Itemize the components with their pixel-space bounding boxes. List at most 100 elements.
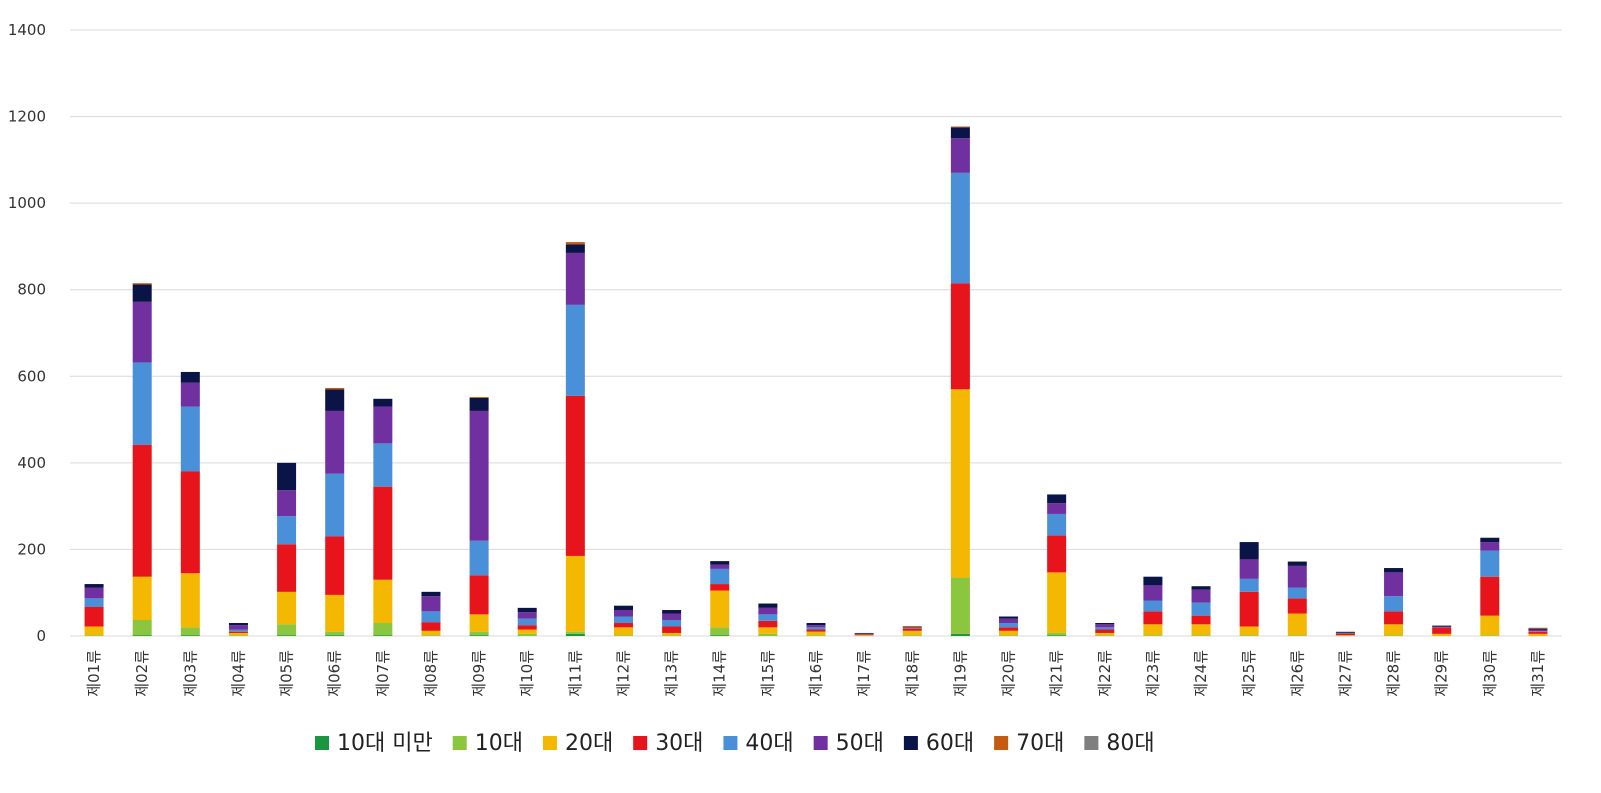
- bar-stack: [1095, 623, 1115, 636]
- legend-label: 60대: [926, 731, 974, 756]
- x-category-label: 제12류: [614, 650, 632, 697]
- bar-segment: [806, 629, 826, 632]
- bar-segment: [421, 591, 441, 597]
- bar-segment: [999, 618, 1019, 624]
- bar-segment: [180, 382, 200, 407]
- bar-stack: [421, 591, 441, 636]
- bar-segment: [1480, 635, 1500, 636]
- bar-segment: [1528, 629, 1548, 632]
- bar-segment: [180, 573, 200, 628]
- bar-segment: [565, 252, 585, 305]
- bar-stack: [854, 632, 874, 636]
- x-category-label: 제03류: [181, 650, 199, 697]
- y-tick-label: 1000: [8, 194, 46, 212]
- legend-label: 50대: [836, 731, 884, 756]
- bar-stack: [1528, 627, 1548, 636]
- y-tick-label: 600: [17, 367, 46, 385]
- bar-segment: [806, 625, 826, 628]
- bar-segment: [565, 555, 585, 632]
- bar-stack: [1239, 542, 1259, 636]
- bar-segment: [1528, 631, 1548, 634]
- bar-segment: [1384, 568, 1404, 573]
- bar-segment: [710, 561, 730, 565]
- bar-segment: [1480, 550, 1500, 577]
- bar-segment: [1528, 627, 1548, 629]
- legend-item: 60대: [903, 731, 974, 756]
- bar-segment: [325, 410, 345, 474]
- x-category-label: 제10류: [518, 650, 536, 697]
- bar-segment: [1432, 626, 1452, 628]
- bar-segment: [1095, 632, 1115, 636]
- bar-segment: [710, 635, 730, 636]
- bar-segment: [1287, 565, 1307, 588]
- bar-segment: [950, 389, 970, 578]
- bars-layer: [84, 126, 1548, 636]
- bar-stack: [758, 603, 778, 636]
- bar-segment: [228, 623, 248, 626]
- y-tick-label: 800: [17, 281, 46, 299]
- bar-segment: [1143, 600, 1163, 612]
- bar-segment: [758, 614, 778, 621]
- bar-segment: [1095, 627, 1115, 630]
- bar-stack: [517, 607, 537, 636]
- bar-segment: [758, 620, 778, 628]
- bar-segment: [1384, 596, 1404, 612]
- bar-segment: [565, 631, 585, 634]
- bar-segment: [613, 610, 633, 617]
- bar-segment: [228, 635, 248, 636]
- bar-segment: [710, 627, 730, 636]
- x-category-label: 제29류: [1433, 650, 1451, 697]
- bar-segment: [277, 516, 297, 545]
- bar-segment: [613, 635, 633, 636]
- bar-segment: [1095, 623, 1115, 625]
- bar-segment: [950, 172, 970, 284]
- legend-item: 10대: [452, 731, 523, 756]
- bar-segment: [469, 397, 489, 398]
- bar-segment: [758, 607, 778, 615]
- bar-segment: [1047, 494, 1067, 504]
- x-category-label: 제14류: [711, 650, 729, 697]
- bar-segment: [854, 632, 874, 634]
- bar-segment: [325, 389, 345, 411]
- x-category-label: 제28류: [1385, 650, 1403, 697]
- bar-segment: [469, 635, 489, 636]
- bar-segment: [662, 613, 682, 620]
- legend-item: 50대: [813, 731, 884, 756]
- bar-segment: [1239, 559, 1259, 579]
- bar-segment: [373, 635, 393, 636]
- bar-segment: [180, 471, 200, 574]
- bar-segment: [1047, 635, 1067, 636]
- bar-segment: [228, 625, 248, 630]
- bar-stack: [565, 242, 585, 636]
- bar-segment: [1191, 635, 1211, 636]
- bar-segment: [421, 596, 441, 612]
- legend-swatch: [633, 736, 648, 750]
- bar-segment: [180, 371, 200, 383]
- bar-segment: [854, 634, 874, 636]
- legend-label: 30대: [655, 731, 703, 756]
- x-category-label: 제04류: [229, 650, 247, 697]
- bar-segment: [565, 304, 585, 396]
- bar-segment: [325, 387, 345, 390]
- bar-segment: [1191, 624, 1211, 636]
- x-category-label: 제22류: [1096, 650, 1114, 697]
- y-tick-label: 400: [17, 454, 46, 472]
- bar-stack: [1047, 494, 1067, 636]
- bar-stack: [277, 462, 297, 636]
- x-category-label: 제26류: [1288, 650, 1306, 697]
- legend-swatch: [1084, 736, 1099, 750]
- legend-swatch: [452, 736, 467, 750]
- bar-segment: [999, 627, 1019, 631]
- bar-stack: [950, 126, 970, 636]
- bar-segment: [1432, 625, 1452, 627]
- bar-stack: [1143, 576, 1163, 636]
- bar-segment: [373, 398, 393, 407]
- bar-segment: [1047, 632, 1067, 636]
- bar-segment: [84, 606, 104, 627]
- bar-segment: [228, 629, 248, 632]
- bar-segment: [517, 612, 537, 619]
- bar-segment: [132, 576, 152, 620]
- bar-segment: [469, 614, 489, 632]
- legend-label: 80대: [1106, 731, 1154, 756]
- bar-segment: [1287, 587, 1307, 599]
